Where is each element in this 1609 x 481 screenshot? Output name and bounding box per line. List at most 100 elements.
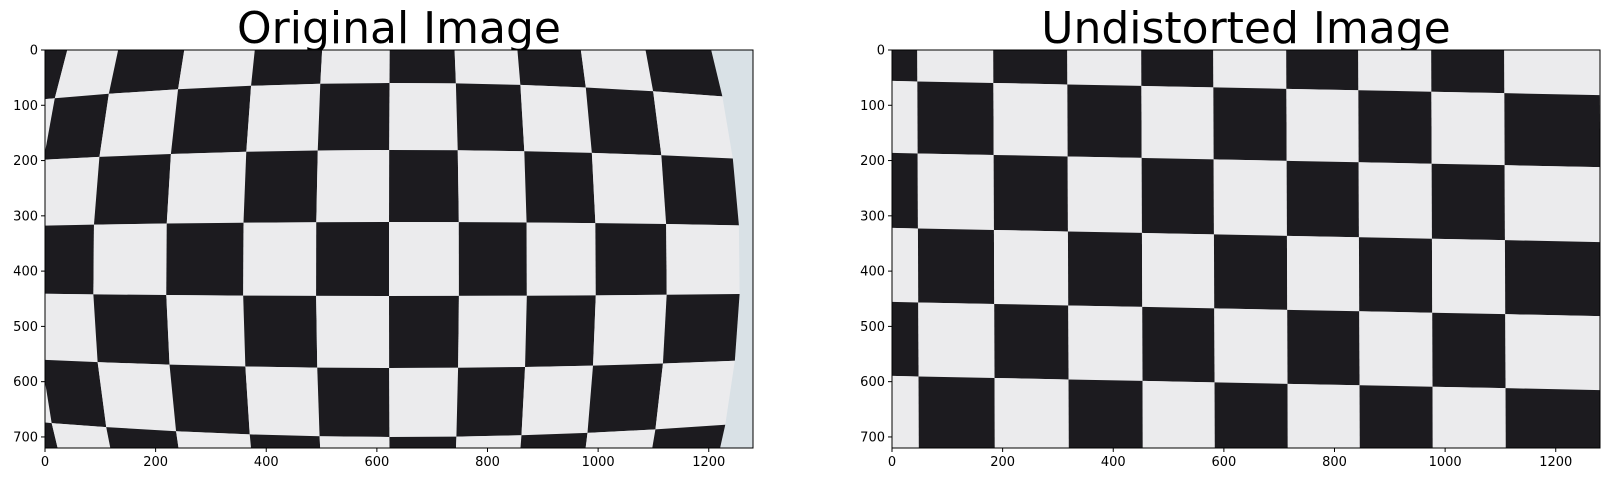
x-tick-label: 200	[990, 455, 1015, 470]
checker-square	[1431, 238, 1506, 315]
checker-square	[993, 154, 1068, 232]
panel-title: Undistorted Image	[1041, 3, 1450, 54]
checker-square	[666, 224, 740, 295]
checker-square	[662, 293, 740, 364]
checker-square	[1504, 93, 1600, 168]
checker-square	[521, 365, 594, 436]
checker-square	[45, 50, 68, 100]
checker-square	[45, 381, 52, 424]
y-tick-label: 500	[860, 320, 885, 335]
checker-square	[993, 229, 1069, 306]
checker-square	[892, 227, 919, 303]
checker-square	[54, 50, 119, 99]
checker-square	[1359, 311, 1433, 387]
checker-square	[918, 302, 995, 378]
checker-square	[458, 295, 527, 368]
checker-square	[251, 50, 323, 86]
checker-square	[593, 294, 667, 366]
checker-square	[1067, 156, 1142, 233]
checker-square	[166, 151, 247, 224]
checker-square	[169, 364, 250, 435]
checker-square	[1504, 50, 1600, 96]
checker-square	[389, 367, 459, 437]
x-tick-label: 400	[1101, 455, 1126, 470]
y-tick-label: 200	[860, 154, 885, 169]
checker-square	[45, 156, 100, 226]
checker-square	[524, 151, 596, 224]
checker-square	[1286, 235, 1360, 312]
checker-square	[1213, 159, 1287, 236]
checker-square	[1143, 456, 1215, 481]
axis-ticks: 0 200 400 600 800 1000 1200 0 100 200 300 400 500 600…	[860, 44, 1572, 471]
checker-square	[517, 50, 586, 88]
checker-square	[917, 50, 994, 83]
checker-square	[457, 150, 527, 223]
checker-square	[93, 223, 167, 296]
panel-title: Original Image	[237, 3, 561, 54]
x-tick-label: 1000	[1429, 455, 1462, 470]
checker-square	[1213, 87, 1287, 161]
checker-square	[1067, 231, 1143, 307]
checker-square	[892, 375, 919, 448]
y-tick-label: 400	[13, 265, 38, 280]
checker-square	[178, 50, 255, 90]
checker-square	[1142, 380, 1215, 448]
checker-square	[1141, 50, 1214, 88]
checker-square	[520, 432, 588, 448]
checker-square	[317, 83, 390, 151]
checker-square	[993, 82, 1068, 157]
checker-square	[1286, 160, 1359, 238]
axis-ticks: 0 200 400 600 800 1000 1200 0 100 200 300 400 500 600…	[13, 44, 725, 471]
checker-square	[455, 83, 525, 152]
y-tick-label: 500	[13, 320, 38, 335]
checker-square	[108, 50, 185, 94]
checker-square	[919, 451, 995, 481]
checker-square	[652, 424, 726, 448]
panel-original: Original Image 0 200 400 600 800 1000 1200 0 100…	[13, 3, 754, 471]
checker-square	[591, 152, 667, 225]
checker-square	[1505, 314, 1600, 391]
y-tick-label: 0	[30, 44, 38, 59]
checker-square	[917, 153, 994, 230]
checker-square	[1286, 88, 1359, 163]
checker-square	[1504, 165, 1600, 243]
checker-square	[1359, 385, 1433, 448]
checker-square	[45, 93, 109, 160]
checker-square	[994, 303, 1069, 380]
checker-square	[1067, 84, 1142, 158]
checker-square	[93, 153, 171, 225]
checker-square	[1431, 163, 1505, 241]
y-tick-label: 100	[860, 99, 885, 114]
checker-square	[170, 85, 252, 154]
checker-square	[389, 50, 456, 84]
checker-square	[585, 429, 656, 448]
checker-square	[645, 50, 723, 97]
checker-square	[45, 293, 98, 363]
checker-square	[166, 222, 244, 296]
checker-square	[389, 83, 458, 151]
checker-square	[246, 83, 321, 152]
checker-square	[1287, 309, 1360, 386]
x-tick-label: 400	[254, 455, 279, 470]
checker-square	[93, 294, 170, 365]
x-tick-label: 1000	[582, 455, 615, 470]
x-tick-label: 600	[1211, 455, 1236, 470]
checker-square	[1358, 237, 1433, 313]
axes-frame	[44, 49, 754, 449]
x-tick-label: 0	[888, 455, 896, 470]
checker-square	[51, 423, 111, 448]
axes-frame	[891, 49, 1601, 449]
checker-square	[389, 295, 459, 368]
panel-undistorted: Undistorted Image 0 200 400 600 800 1000 12000…	[860, 3, 1601, 481]
checker-square	[892, 80, 918, 154]
checker-square	[892, 152, 918, 229]
checker-square	[97, 362, 177, 432]
checker-square	[106, 427, 179, 448]
y-tick-label: 300	[13, 209, 38, 224]
checker-square	[1432, 312, 1506, 389]
checker-square	[1213, 234, 1288, 310]
checker-square	[1141, 85, 1214, 160]
checker-square	[45, 422, 58, 448]
checker-square	[176, 431, 252, 448]
